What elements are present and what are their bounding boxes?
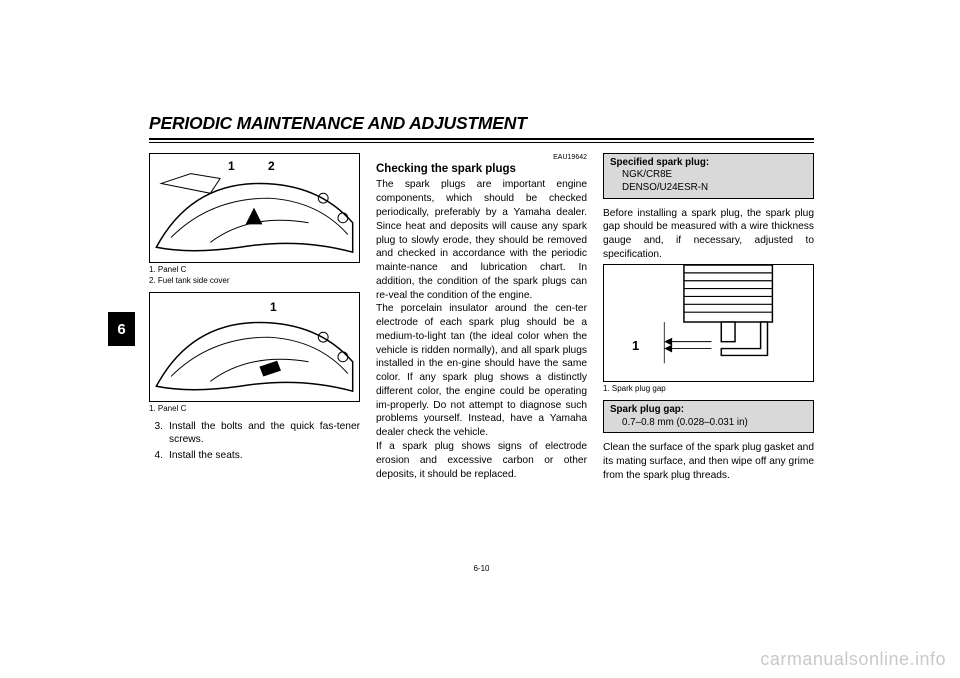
spec-box-plug-gap: Spark plug gap: 0.7–0.8 mm (0.028–0.031 … [603, 400, 814, 433]
spark-plug-illustration [604, 265, 813, 381]
caption-line: 1. Panel C [149, 265, 360, 275]
figure-caption-2: 1. Panel C [149, 404, 360, 414]
figure-caption-1: 1. Panel C 2. Fuel tank side cover [149, 265, 360, 286]
section-title: PERIODIC MAINTENANCE AND ADJUSTMENT [149, 113, 814, 134]
spec-value: NGK/CR8E [610, 169, 807, 182]
rule-thin [149, 142, 814, 143]
callout-2: 2 [268, 158, 275, 174]
callout-1: 1 [270, 299, 277, 315]
figure-panel-c-bottom: 1 [149, 292, 360, 402]
list-item: 3. Install the bolts and the quick fas-t… [149, 420, 360, 448]
spec-title: Specified spark plug: [610, 157, 807, 170]
column-3: Specified spark plug: NGK/CR8E DENSO/U24… [603, 153, 814, 483]
content-area: PERIODIC MAINTENANCE AND ADJUSTMENT 1 [149, 113, 814, 551]
spec-value: DENSO/U24ESR-N [610, 182, 807, 195]
three-columns: 1 2 1. Panel C 2. Fuel tank side cover [149, 153, 814, 483]
figure-caption-plug: 1. Spark plug gap [603, 384, 814, 394]
arrow-up-icon [246, 207, 263, 224]
list-item: 4. Install the seats. [149, 449, 360, 463]
caption-line: 1. Spark plug gap [603, 384, 814, 394]
body-para: Clean the surface of the spark plug gask… [603, 441, 814, 482]
page-number: 6-10 [149, 564, 814, 573]
caption-line: 1. Panel C [149, 404, 360, 414]
subheading-spark-plugs: Checking the spark plugs [376, 162, 587, 178]
step-number: 4. [149, 449, 163, 463]
chapter-tab: 6 [108, 312, 135, 346]
rule-bold [149, 138, 814, 140]
column-2: EAU19642 Checking the spark plugs The sp… [376, 153, 587, 483]
caption-line: 2. Fuel tank side cover [149, 276, 360, 286]
body-para: If a spark plug shows signs of electrode… [376, 440, 587, 481]
manual-page: 6 PERIODIC MAINTENANCE AND ADJUSTMENT [0, 0, 960, 678]
figure-spark-plug-gap: 1 [603, 264, 814, 382]
reference-code: EAU19642 [376, 153, 587, 162]
body-para: The porcelain insulator around the cen-t… [376, 302, 587, 440]
watermark: carmanualsonline.info [760, 649, 946, 670]
step-text: Install the seats. [169, 449, 360, 463]
figure-panel-c-top: 1 2 [149, 153, 360, 263]
body-para: The spark plugs are important engine com… [376, 178, 587, 302]
spec-title: Spark plug gap: [610, 404, 807, 417]
spec-value: 0.7–0.8 mm (0.028–0.031 in) [610, 417, 807, 430]
body-para: Before installing a spark plug, the spar… [603, 207, 814, 262]
panel-c-illustration-2 [150, 293, 359, 401]
numbered-steps: 3. Install the bolts and the quick fas-t… [149, 420, 360, 463]
callout-1: 1 [632, 337, 639, 355]
callout-1: 1 [228, 158, 235, 174]
step-number: 3. [149, 420, 163, 448]
step-text: Install the bolts and the quick fas-tene… [169, 420, 360, 448]
spec-box-plug-type: Specified spark plug: NGK/CR8E DENSO/U24… [603, 153, 814, 199]
column-1: 1 2 1. Panel C 2. Fuel tank side cover [149, 153, 360, 483]
